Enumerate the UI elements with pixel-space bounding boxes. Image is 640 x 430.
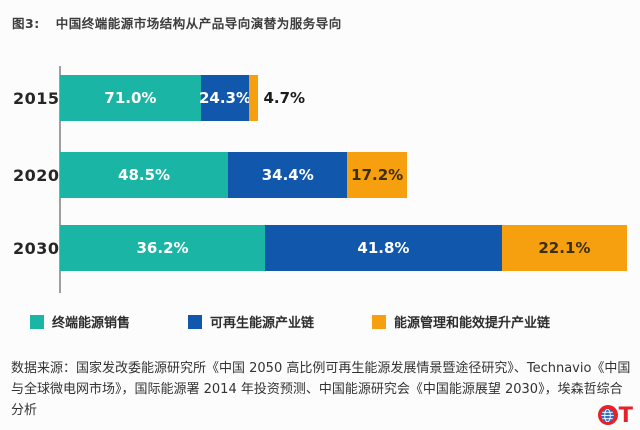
year-label: 2030 <box>13 238 60 258</box>
y-axis-line <box>59 66 61 293</box>
figure-title: 图3: 中国终端能源市场结构从产品导向演替为服务导向 <box>12 13 342 32</box>
bar-segment-2: 41.8% <box>265 225 502 271</box>
legend-swatch-icon <box>30 314 44 329</box>
year-label: 2015 <box>13 88 60 108</box>
legend-label: 能源管理和能效提升产业链 <box>394 316 551 331</box>
stacked-bar: 36.2% 41.8% 22.1% <box>60 225 627 271</box>
bar-segment-1: 71.0% <box>60 75 201 121</box>
legend-item: 终端能源销售 <box>30 312 130 331</box>
bar-segment-3 <box>249 75 259 121</box>
stacked-bar: 71.0% 24.3% <box>60 75 259 121</box>
figure-number: 图3: <box>12 16 40 31</box>
stacked-bar-chart: 2015 71.0% 24.3% 4.7% 2020 48.5% 34.4% 17.2% 203… <box>0 66 630 293</box>
figure-title-text: 中国终端能源市场结构从产品导向演替为服务导向 <box>55 16 342 31</box>
legend-label: 可再生能源产业链 <box>210 316 315 331</box>
bar-segment-3: 17.2% <box>347 152 407 198</box>
bar-segment-1: 36.2% <box>60 225 266 271</box>
legend-swatch-icon <box>372 314 387 329</box>
legend-item: 可再生能源产业链 <box>188 312 314 331</box>
legend-item: 能源管理和能效提升产业链 <box>372 312 550 331</box>
logo-letter-t: T <box>618 403 633 427</box>
bar-value-label-outside: 4.7% <box>263 89 306 107</box>
publisher-logo: T <box>597 403 633 427</box>
bar-segment-2: 34.4% <box>228 152 348 198</box>
chart-row-2030: 2030 36.2% 41.8% 22.1% <box>0 225 630 271</box>
bar-segment-1: 48.5% <box>60 152 229 198</box>
bar-segment-3: 22.1% <box>501 225 627 271</box>
bar-segment-2: 24.3% <box>199 75 251 121</box>
chart-legend: 终端能源销售 可再生能源产业链 能源管理和能效提升产业链 <box>30 312 608 331</box>
data-source-note: 数据来源：国家发改委能源研究所《中国 2050 高比例可再生能源发展情景暨途径研… <box>11 361 631 418</box>
chart-row-2020: 2020 48.5% 34.4% 17.2% <box>0 152 630 198</box>
year-label: 2020 <box>13 165 60 185</box>
stacked-bar: 48.5% 34.4% 17.2% <box>60 152 407 198</box>
globe-icon <box>597 405 618 425</box>
chart-row-2015: 2015 71.0% 24.3% 4.7% <box>0 75 630 121</box>
legend-swatch-icon <box>188 314 203 329</box>
legend-label: 终端能源销售 <box>52 316 131 331</box>
